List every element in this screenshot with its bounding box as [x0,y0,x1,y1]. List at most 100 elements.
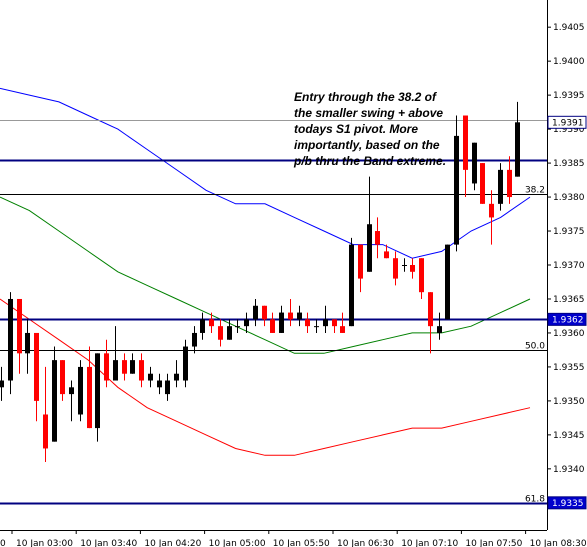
time-axis: 0 10 Jan 03:00 10 Jan 03:40 10 Jan 04:20 10 … [0,530,587,547]
price-tick-label: 1.9395 [553,91,585,101]
candle-body [480,163,485,204]
candle-body [183,346,188,381]
candle-body [314,326,319,328]
candle-body [157,380,162,388]
price-tag-box [547,115,587,129]
price-tag-label: 1.9335 [552,499,584,509]
time-tick-label: 10 Jan 08:30 [530,539,587,547]
level-label-fib-50: 50.0 [525,342,545,352]
price-tick-label: 1.9360 [553,329,585,339]
time-tick-label: 10 Jan 06:30 [337,539,394,547]
candle-body [454,135,459,245]
candle-body [69,387,74,395]
price-tick-label: 1.9365 [553,295,585,305]
candle-body [305,319,310,327]
annotation: Entry through the 38.2 of the smaller swi… [293,90,446,168]
price-tick-label: 1.9400 [553,57,585,67]
candle-body [122,360,127,374]
time-tick-label: 10 Jan 04:20 [144,539,201,547]
price-tick-label: 1.9345 [553,431,585,441]
candle-body [52,360,57,442]
candle-body [288,312,293,320]
price-axis: 1.9405 1.9400 1.9395 1.9390 1.9385 1.9380 1.93… [547,0,587,530]
candle-body [279,312,284,333]
candle-body [104,353,109,381]
candle-body [270,319,275,333]
lower-band-line [0,298,531,456]
candle-body [489,203,494,218]
candles [0,101,520,463]
candle-body [113,360,118,381]
candle-body [218,326,223,340]
time-tick-label: 10 Jan 05:50 [273,539,330,547]
candle-body [227,326,232,340]
candle-body [463,115,468,170]
candle-body [515,122,520,177]
candle-body [17,298,22,354]
candle-body [410,265,415,272]
candle-body [472,142,477,184]
candle-body [332,319,337,327]
annotation-line: Entry through the 38.2 of [294,90,437,104]
candle-body [428,292,433,327]
candle-body [445,244,450,320]
time-tick-label: 10 Jan 03:40 [80,539,137,547]
price-tick-label: 1.9355 [553,363,585,373]
time-tick-label: 10 Jan 07:50 [465,539,522,547]
candle-body [60,360,65,395]
candle-body [384,251,389,259]
time-tick-label-leading: 0 [0,539,6,547]
price-tick-label: 1.9380 [553,193,585,203]
price-tag-box [547,312,587,326]
price-tick-label: 1.9405 [553,23,585,33]
price-tag-label: 1.9362 [552,315,584,325]
candle-body [437,326,442,333]
candle-body [367,224,372,272]
candle-body [402,265,407,266]
candle-body [358,244,363,279]
candle-body [34,332,39,401]
price-tick-label: 1.9385 [553,159,585,169]
candle-body [393,258,398,279]
price-tag-label: 1.9391 [552,118,584,128]
candle-body [235,326,240,328]
annotation-line: todays S1 pivot. More [294,122,418,136]
candle-body [498,169,503,204]
price-tick-label: 1.9350 [553,397,585,407]
candle-body [8,298,13,381]
time-tick-label: 10 Jan 05:00 [209,539,266,547]
upper-band-line [0,87,531,259]
candle-body [139,360,144,381]
candle-body [130,360,135,374]
candle-body [148,373,153,381]
candle-body [375,231,380,245]
price-tick-label: 1.9370 [553,261,585,271]
candle-body [200,319,205,333]
candle-body [262,305,267,320]
candle-body [340,326,345,333]
candle-body [174,373,179,381]
candle-body [87,366,92,429]
level-label-blue-3: 61.8 [525,495,545,505]
price-tick-label: 1.9375 [553,227,585,237]
time-tick-label: 10 Jan 07:10 [401,539,458,547]
candle-body [244,319,249,327]
candle-body [419,258,424,293]
candle-body [43,414,48,449]
candle-body [253,305,258,320]
annotation-line: the smaller swing + above [294,106,443,120]
time-tick-label: 10 Jan 03:00 [16,539,73,547]
candle-body [209,319,214,327]
candle-body [507,169,512,198]
candle-body [25,332,30,354]
annotation-line: p/b thru the Band extreme. [293,154,446,168]
candle-body [349,244,354,327]
candle-body [165,380,170,395]
candle-body [297,312,302,320]
candle-body [0,380,4,388]
annotation-line: importantly, based on the [294,138,440,152]
price-tick-label: 1.9340 [553,465,585,475]
